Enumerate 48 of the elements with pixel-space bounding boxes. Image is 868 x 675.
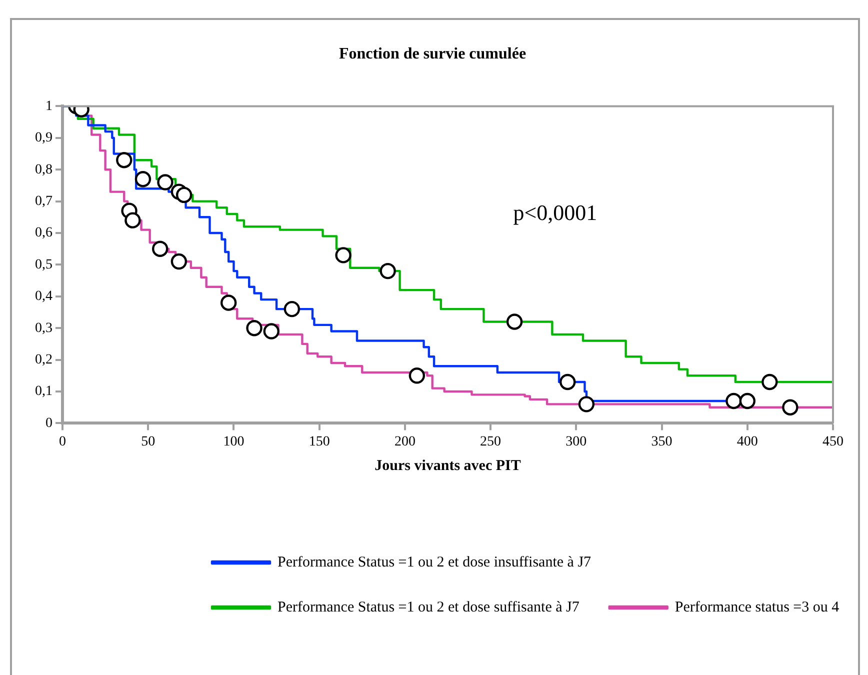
y-tick-label: 0,3 <box>35 320 52 336</box>
y-tick-label: 0,8 <box>35 162 52 178</box>
x-tick-label: 250 <box>480 434 502 450</box>
point <box>134 171 152 188</box>
point <box>246 320 262 336</box>
x-tick-label: 400 <box>736 434 758 450</box>
point <box>380 262 396 280</box>
legend-label: Performance status =3 ou 4 <box>674 599 840 616</box>
x-tick-label: 200 <box>394 434 416 450</box>
chart-title: Fonction de survie cumulée <box>338 46 526 63</box>
y-tick-label: 0,7 <box>35 194 52 209</box>
y-tick-label: 0,4 <box>35 289 52 304</box>
point <box>152 240 168 257</box>
point <box>762 374 778 390</box>
x-tick-label: 100 <box>223 434 244 450</box>
point <box>176 186 192 204</box>
y-tick-label: 0,6 <box>35 226 52 241</box>
x-tick-label: 150 <box>308 434 330 450</box>
point <box>170 253 188 270</box>
annotation: p<0,0001 <box>513 200 598 225</box>
point <box>157 174 174 190</box>
point <box>335 247 352 264</box>
y-tick-label: 0,1 <box>35 384 52 400</box>
point <box>782 399 798 416</box>
point <box>578 396 595 412</box>
point <box>560 374 576 390</box>
point <box>726 392 742 410</box>
point <box>124 212 141 228</box>
y-tick-label: 1 <box>46 98 52 114</box>
y-tick-label: 0,5 <box>35 257 52 272</box>
point <box>284 300 300 318</box>
legend-label: Performance Status =1 ou 2 et dose insuffisante à J7 <box>278 554 592 570</box>
x-axis-title: Jours vivants avec PIT <box>374 458 521 474</box>
point <box>739 392 756 410</box>
x-tick-label: 50 <box>141 434 156 450</box>
y-tick-label: 0 <box>46 416 52 431</box>
point <box>263 323 280 340</box>
point <box>116 152 132 168</box>
x-tick-label: 300 <box>566 434 587 450</box>
x-tick-label: 450 <box>822 434 844 450</box>
x-tick-label: 350 <box>651 434 672 450</box>
y-tick-label: 0,9 <box>35 130 52 146</box>
y-tick-label: 0,2 <box>35 352 52 368</box>
x-tick-label: 0 <box>59 434 66 450</box>
point <box>220 294 237 311</box>
point <box>506 314 523 330</box>
legend-label: Performance Status =1 ou 2 et dose suffisante à J7 <box>278 599 580 616</box>
point <box>408 368 426 384</box>
